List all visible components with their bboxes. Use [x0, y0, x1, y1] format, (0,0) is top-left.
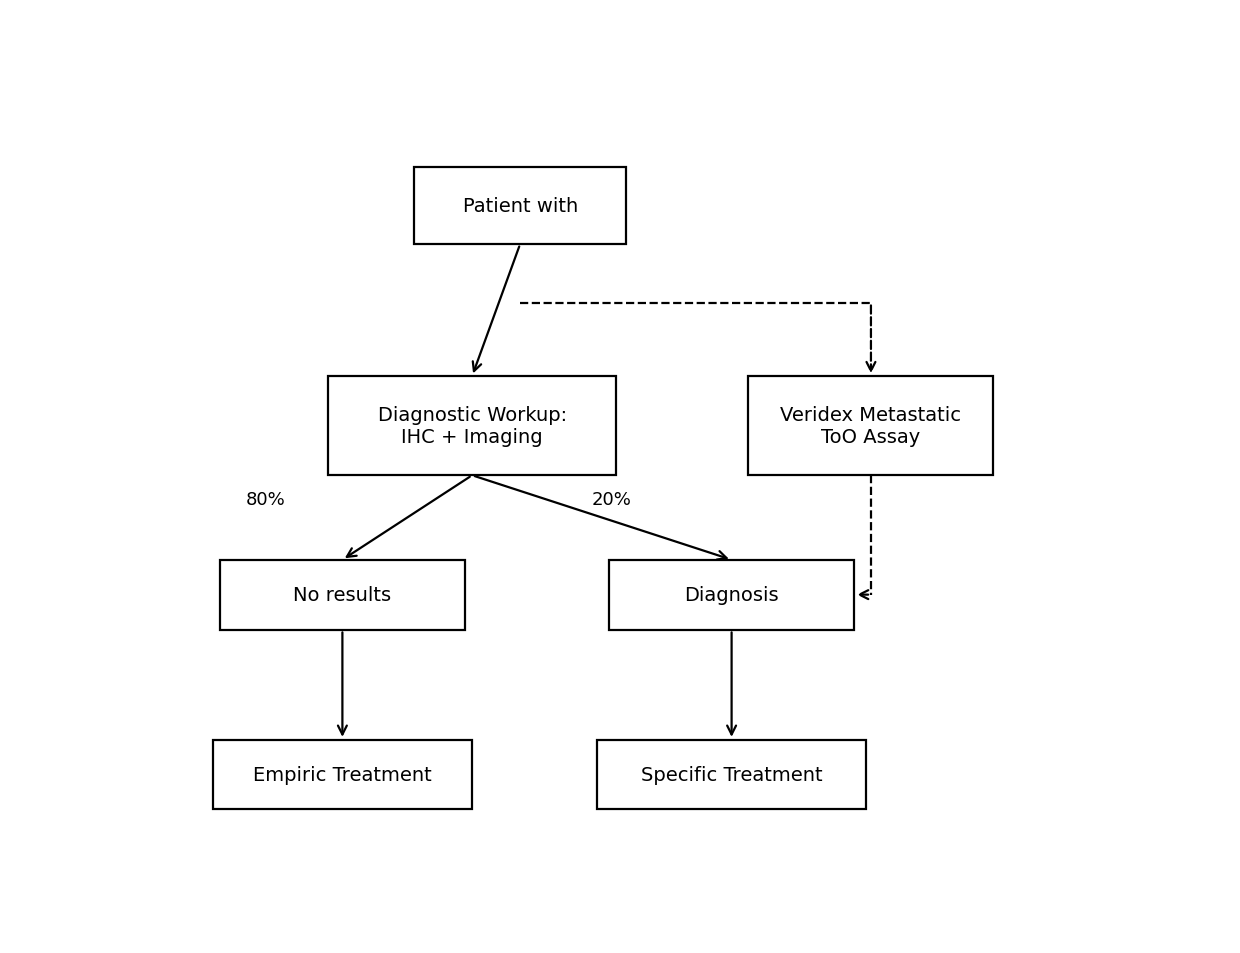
Text: 80%: 80% — [246, 491, 285, 509]
Bar — [749, 376, 993, 476]
Text: Specific Treatment: Specific Treatment — [641, 765, 822, 784]
Text: Diagnosis: Diagnosis — [684, 585, 779, 604]
Bar — [327, 376, 616, 476]
Bar — [213, 740, 472, 810]
Bar — [414, 168, 626, 245]
Bar — [219, 560, 465, 630]
Bar — [596, 740, 866, 810]
Text: 20%: 20% — [591, 491, 631, 509]
Text: No results: No results — [294, 585, 392, 604]
Text: Diagnostic Workup:
IHC + Imaging: Diagnostic Workup: IHC + Imaging — [377, 406, 567, 447]
Bar — [609, 560, 854, 630]
Text: Veridex Metastatic
ToO Assay: Veridex Metastatic ToO Assay — [780, 406, 961, 447]
Text: Empiric Treatment: Empiric Treatment — [253, 765, 432, 784]
Text: Patient with: Patient with — [463, 196, 578, 215]
